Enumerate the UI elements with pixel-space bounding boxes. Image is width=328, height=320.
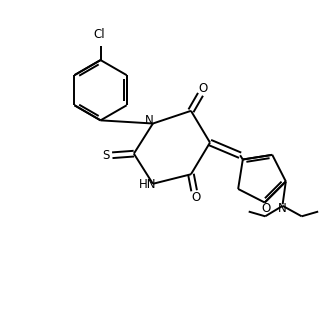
Text: Cl: Cl: [93, 28, 105, 41]
Text: O: O: [191, 191, 200, 204]
Text: S: S: [102, 149, 110, 162]
Text: N: N: [145, 114, 154, 127]
Text: HN: HN: [138, 178, 156, 191]
Text: O: O: [262, 202, 271, 215]
Text: O: O: [198, 82, 208, 95]
Text: N: N: [278, 202, 287, 215]
